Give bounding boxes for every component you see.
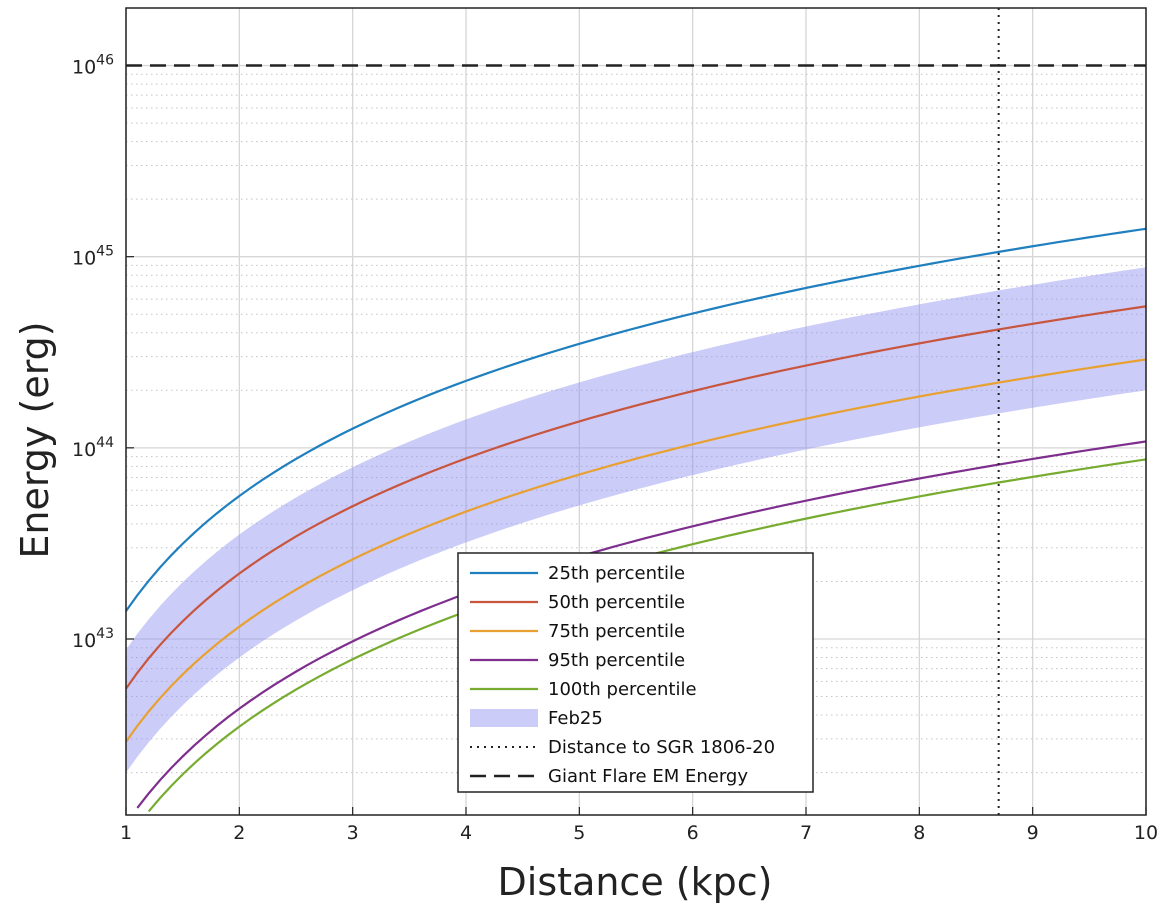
plot-frame — [125, 7, 1147, 816]
x-axis-label: Distance (kpc) — [498, 860, 773, 904]
legend-label: 75th percentile — [548, 621, 685, 642]
x-tick-label: 8 — [913, 822, 925, 844]
y-axis-label: Energy (erg) — [13, 321, 57, 558]
legend-label: Giant Flare EM Energy — [548, 766, 748, 787]
legend: 25th percentile 50th percentile 75th perce… — [457, 552, 814, 793]
reference-lines — [126, 8, 1146, 815]
legend-label: Feb25 — [548, 708, 603, 729]
legend-box — [457, 552, 814, 793]
legend-label: Distance to SGR 1806-20 — [548, 737, 775, 758]
feb25-band — [126, 267, 1146, 773]
x-tick-label: 6 — [687, 822, 699, 844]
x-tick-label: 4 — [460, 822, 472, 844]
x-tick-label: 9 — [1027, 822, 1039, 844]
y-tick-label: 1044 — [72, 435, 114, 461]
series-line-25th — [125, 227, 1147, 612]
y-tick-label: 1045 — [72, 244, 114, 270]
legend-label: 95th percentile — [548, 650, 685, 671]
legend-label: 100th percentile — [548, 679, 697, 700]
series-line-75th — [125, 358, 1147, 743]
tick-labels: 1 2 3 4 5 6 7 8 9 10 1043 1044 1045 1046 — [72, 53, 1158, 844]
y-tick-label: 1043 — [72, 626, 114, 652]
x-tick-label: 2 — [233, 822, 245, 844]
legend-label: 50th percentile — [548, 592, 685, 613]
legend-label: 25th percentile — [548, 563, 685, 584]
feb25-band-layer — [126, 267, 1146, 773]
series-line-95th — [136, 440, 1147, 809]
x-tick-label: 7 — [800, 822, 812, 844]
x-tick-label: 1 — [120, 822, 132, 844]
y-tick-label: 1046 — [72, 53, 114, 79]
series-line-50th — [125, 305, 1147, 690]
x-tick-label: 3 — [347, 822, 359, 844]
legend-swatch — [470, 709, 538, 727]
x-tick-label: 10 — [1134, 822, 1158, 844]
x-tick-label: 5 — [573, 822, 585, 844]
